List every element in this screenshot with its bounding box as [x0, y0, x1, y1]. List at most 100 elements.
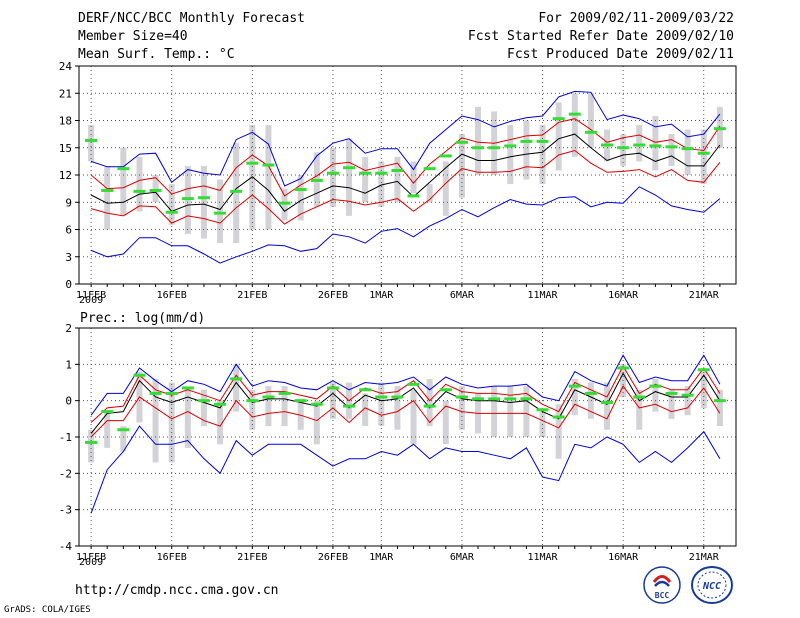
source-url[interactable]: http://cmdp.ncc.cma.gov.cn [75, 583, 279, 598]
spread-box [491, 386, 498, 437]
spread-box [587, 382, 594, 419]
spread-box [200, 389, 207, 427]
year-label: 2009 [79, 295, 103, 306]
spread-box [636, 125, 643, 162]
max-line [90, 354, 721, 416]
spread-box [587, 93, 594, 148]
spread-box [394, 156, 401, 203]
x-tick-label: 21MAR [689, 552, 720, 563]
y-tick-label: 0 [65, 395, 72, 408]
x-tick-label: 6MAR [450, 290, 475, 301]
forecast-period-label: For 2009/02/11-2009/03/22 [538, 11, 734, 26]
variable-label: Mean Surf. Temp.: °C [78, 47, 235, 62]
spread-box [604, 382, 611, 430]
spread-box [184, 389, 191, 448]
panel-1: 0 3 6 9 12 15 18 21 24 11FEB 16FEB 21FEB 26FEB 1MAR 6M… [59, 60, 737, 306]
upper-std-line [90, 365, 721, 423]
spread-box [571, 378, 578, 416]
y-tick-label: -2 [59, 467, 72, 480]
grads-credit: GrADS: COLA/IGES [4, 605, 91, 615]
spread-box [652, 378, 659, 412]
spread-box [442, 400, 449, 445]
y-tick-label: 9 [65, 196, 72, 209]
bcc-logo-text: BCC [655, 591, 670, 600]
member-size-label: Member Size=40 [78, 29, 188, 44]
spread-box [120, 147, 127, 216]
y-tick-label: 18 [59, 115, 72, 128]
y-tick-label: 6 [65, 224, 72, 237]
spread-box [152, 378, 159, 463]
y-tick-label: -3 [59, 504, 72, 517]
fcst-produced-label: Fcst Produced Date 2009/02/11 [507, 47, 734, 62]
spread-box [104, 165, 111, 230]
x-tick-label: 16FEB [157, 552, 187, 563]
spread-box [555, 102, 562, 171]
spread-box [104, 411, 111, 448]
spread-box [362, 393, 369, 427]
y-tick-label: -1 [59, 431, 72, 444]
lower-std-line [90, 149, 721, 225]
spread-box [313, 400, 320, 445]
y-tick-label: -4 [59, 540, 73, 553]
spread-box [523, 120, 530, 180]
x-tick-label: 21MAR [689, 290, 720, 301]
y-tick-label: 1 [65, 358, 72, 371]
spread-box [249, 389, 256, 430]
chart-title: DERF/NCC/BCC Monthly Forecast [78, 11, 305, 26]
spread-box [329, 147, 336, 207]
spread-box [394, 386, 401, 430]
spread-box [668, 134, 675, 166]
spread-box [700, 371, 707, 408]
y-tick-label: 2 [65, 322, 72, 335]
spread-box [346, 138, 353, 216]
y-tick-label: 21 [59, 87, 72, 100]
spread-box [120, 426, 127, 452]
spread-box [555, 404, 562, 459]
y-tick-label: 24 [59, 60, 73, 73]
spread-box [233, 143, 240, 244]
spread-box [475, 106, 482, 175]
x-tick-label: 26FEB [318, 552, 348, 563]
y-tick-label: 15 [59, 142, 72, 155]
bcc-logo: BCC [643, 566, 681, 604]
spread-box [88, 125, 95, 162]
spread-box [362, 156, 369, 203]
ncc-logo-text: NCC [702, 581, 721, 592]
y-tick-label: 12 [59, 169, 72, 182]
spread-box [668, 389, 675, 419]
spread-box [152, 175, 159, 203]
y-tick-label: 3 [65, 251, 72, 264]
max-line [90, 90, 721, 187]
spread-box [88, 429, 95, 463]
x-tick-label: 1MAR [369, 290, 394, 301]
spread-box [217, 179, 224, 244]
min-line [90, 425, 721, 514]
spread-box [281, 386, 288, 427]
spread-box [426, 378, 433, 427]
panel-title: Prec.: log(mm/d) [80, 311, 205, 326]
x-tick-label: 11MAR [527, 552, 558, 563]
spread-box [442, 161, 449, 216]
spread-box [265, 386, 272, 427]
panel-2: -4 -3 -2 -1 0 1 2 11FEB 16FEB 21FEB 26FEB 1MAR 6MAR 1… [59, 311, 737, 568]
lower-std-line [90, 385, 721, 438]
x-tick-label: 11FEB [76, 552, 106, 563]
year-label: 2009 [79, 557, 103, 568]
x-tick-label: 11MAR [527, 290, 558, 301]
spread-box [523, 386, 530, 437]
upper-std-line [90, 118, 721, 197]
x-tick-label: 21FEB [237, 290, 267, 301]
spread-box [652, 115, 659, 171]
spread-box [168, 382, 175, 463]
spread-box [507, 125, 514, 185]
spread-box [716, 389, 723, 427]
ncc-logo: NCC [691, 566, 733, 604]
x-tick-label: 16FEB [157, 290, 187, 301]
fcst-started-label: Fcst Started Refer Date 2009/02/10 [467, 29, 734, 44]
spread-box [217, 400, 224, 445]
spread-box [410, 161, 417, 194]
spread-box [458, 134, 465, 198]
spread-box [684, 129, 691, 175]
spread-box [136, 156, 143, 212]
